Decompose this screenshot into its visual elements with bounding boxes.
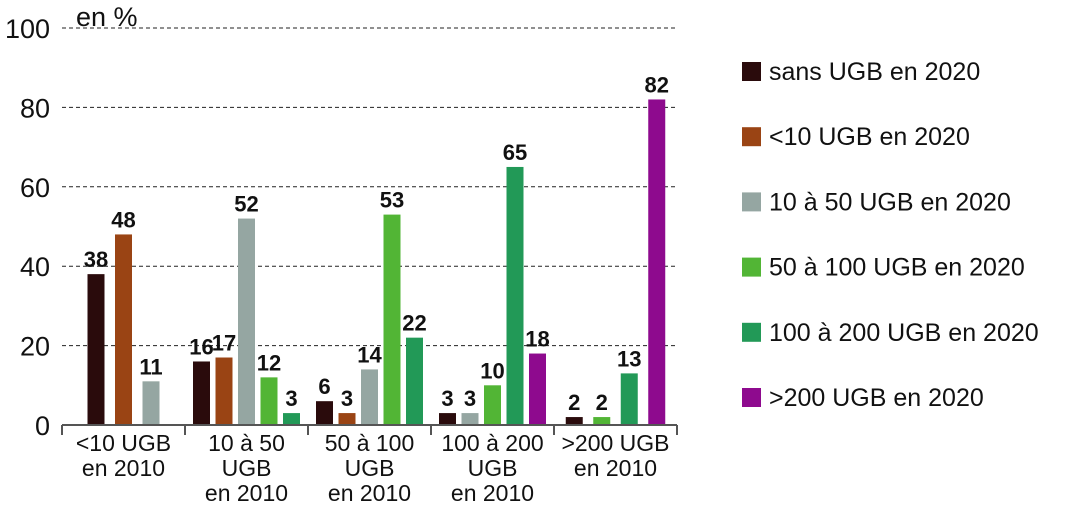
- data-label: 14: [357, 342, 382, 367]
- bar: [338, 413, 356, 425]
- x-category-label: en 2010: [328, 480, 411, 506]
- bar: [316, 401, 333, 425]
- legend-label: 10 à 50 UGB en 2020: [769, 188, 1011, 216]
- data-label: 3: [441, 386, 453, 411]
- y-tick-label: 60: [20, 173, 50, 203]
- y-tick-label: 0: [35, 411, 50, 441]
- data-label: 65: [503, 140, 527, 165]
- data-label: 16: [189, 334, 213, 359]
- legend-swatch: [742, 322, 761, 342]
- legend-label: >200 UGB en 2020: [769, 384, 984, 412]
- x-category-label: en 2010: [205, 480, 288, 506]
- data-label: 3: [464, 386, 476, 411]
- bar: [215, 357, 233, 425]
- unit-label: en %: [76, 2, 138, 32]
- data-label: 3: [341, 386, 353, 411]
- data-label: 10: [480, 358, 504, 383]
- data-label: 2: [568, 390, 580, 415]
- y-tick-label: 80: [20, 93, 50, 123]
- bar: [620, 373, 638, 425]
- x-category-label: 50 à 100: [325, 430, 415, 456]
- data-label: 82: [645, 72, 669, 97]
- bar: [383, 214, 401, 425]
- bar: [506, 166, 524, 425]
- data-label: 17: [212, 331, 236, 356]
- x-category-label: UGB: [345, 455, 395, 481]
- x-category-label: en 2010: [82, 455, 165, 481]
- bar: [87, 274, 105, 425]
- legend-label: 50 à 100 UGB en 2020: [769, 254, 1025, 282]
- data-label: 3: [285, 386, 297, 411]
- bar: [565, 417, 583, 425]
- legend-label: 100 à 200 UGB en 2020: [769, 319, 1039, 347]
- bar: [593, 417, 611, 425]
- data-label: 6: [318, 374, 330, 399]
- legend-label: sans UGB en 2020: [769, 58, 980, 86]
- bar: [115, 234, 132, 425]
- x-category-label: en 2010: [574, 455, 657, 481]
- bar: [461, 413, 479, 425]
- data-label: 11: [139, 354, 162, 379]
- x-category-label: 100 à 200: [441, 430, 543, 456]
- legend-label: <10 UGB en 2020: [769, 123, 970, 151]
- legend-swatch: [742, 127, 761, 147]
- bar: [142, 381, 160, 425]
- bar: [361, 369, 378, 425]
- bar: [193, 361, 210, 425]
- x-category-label: >200 UGB: [561, 430, 669, 456]
- data-label: 53: [380, 188, 404, 213]
- data-label: 13: [617, 346, 641, 371]
- x-category-label: 10 à 50: [208, 430, 285, 456]
- legend-swatch: [742, 62, 761, 81]
- legend-swatch: [742, 192, 761, 212]
- data-label: 52: [234, 192, 258, 217]
- data-label: 22: [402, 311, 426, 336]
- data-label: 48: [111, 207, 135, 232]
- bar: [283, 413, 300, 425]
- bar: [529, 353, 546, 425]
- bar: [648, 99, 666, 426]
- y-tick-label: 40: [20, 252, 50, 282]
- data-label: 2: [596, 390, 608, 415]
- legend-swatch: [742, 388, 761, 407]
- bar: [406, 337, 423, 425]
- bar: [484, 385, 501, 425]
- y-tick-label: 20: [20, 332, 50, 362]
- data-label: 12: [257, 350, 281, 375]
- data-label: 38: [84, 247, 108, 272]
- x-category-label: en 2010: [451, 480, 534, 506]
- bar: [439, 413, 456, 425]
- bar: [260, 377, 278, 425]
- data-label: 18: [525, 327, 549, 352]
- y-tick-label: 100: [5, 14, 50, 44]
- x-category-label: UGB: [222, 455, 272, 481]
- bar: [238, 218, 255, 425]
- x-category-label: UGB: [468, 455, 518, 481]
- legend-swatch: [742, 257, 761, 277]
- x-category-label: <10 UGB: [76, 430, 171, 456]
